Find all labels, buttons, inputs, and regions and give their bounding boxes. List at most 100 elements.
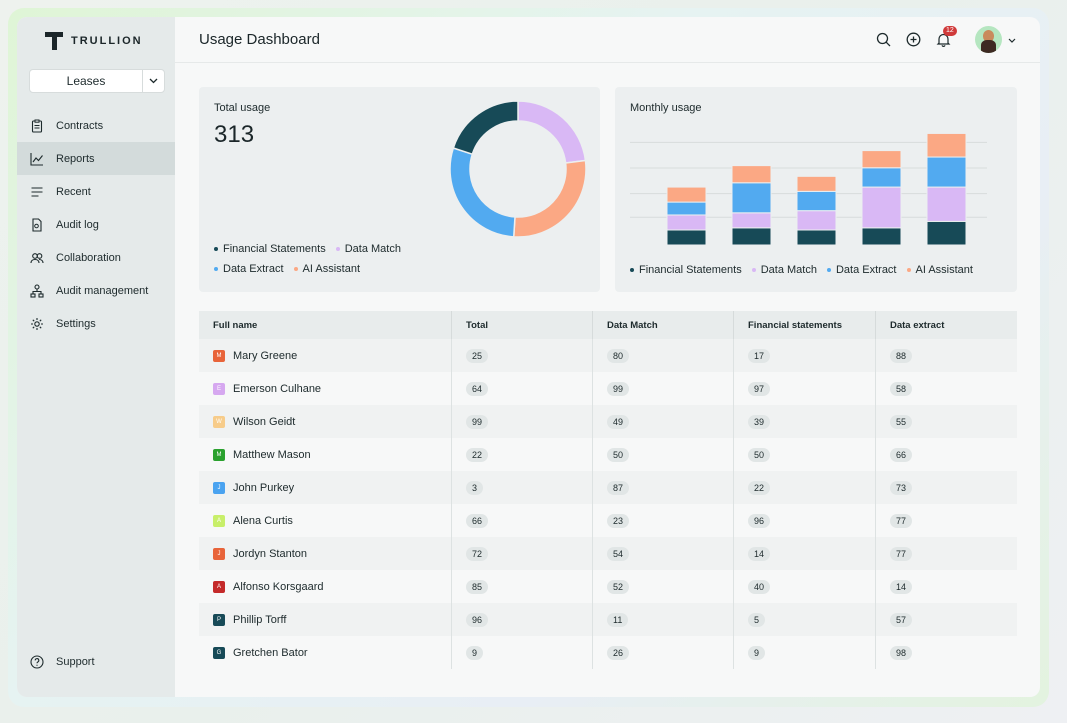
bar-segment-ai-assistant[interactable] <box>861 150 902 169</box>
bar-segment-ai-assistant[interactable] <box>666 186 707 203</box>
legend-label: Data Match <box>344 243 401 255</box>
cell-data-extract: 58 <box>875 372 1017 405</box>
sidebar-item-contracts[interactable]: Contracts <box>17 109 175 142</box>
bar-segment-data-match[interactable] <box>861 186 902 229</box>
bar-segment-data-match[interactable] <box>796 210 837 231</box>
usage-table: Full name Total Data Match Financial sta… <box>199 311 1017 669</box>
table-header: Full name Total Data Match Financial sta… <box>199 311 1017 339</box>
legend-dot <box>214 247 218 251</box>
bar-segment-data-extract[interactable] <box>926 156 967 188</box>
bar-segment-data-match[interactable] <box>666 214 707 231</box>
value-pill: 77 <box>890 546 913 561</box>
value-pill: 25 <box>466 348 489 363</box>
support-label: Support <box>56 656 95 668</box>
workspace-select[interactable]: Leases <box>29 69 165 93</box>
value-pill: 52 <box>607 579 630 594</box>
chart-line-icon <box>30 152 44 166</box>
legend-item: AI Assistant <box>906 264 973 276</box>
user-menu[interactable] <box>975 26 1016 53</box>
sidebar-item-label: Reports <box>56 152 95 165</box>
column-header-data-extract[interactable]: Data extract <box>875 311 1017 339</box>
cell-financial: 17 <box>733 339 875 372</box>
table-row[interactable]: J John Purkey 3 87 22 73 <box>199 471 1017 504</box>
table-row[interactable]: J Jordyn Stanton 72 54 14 77 <box>199 537 1017 570</box>
sidebar-item-settings[interactable]: Settings <box>17 307 175 340</box>
table-row[interactable]: E Emerson Culhane 64 99 97 58 <box>199 372 1017 405</box>
sidebar-item-recent[interactable]: Recent <box>17 175 175 208</box>
table-row[interactable]: M Mary Greene 25 80 17 88 <box>199 339 1017 372</box>
legend-label: AI Assistant <box>302 263 361 275</box>
cell-total: 72 <box>451 537 592 570</box>
support-link[interactable]: Support <box>30 655 95 669</box>
chevron-down-icon[interactable] <box>142 70 164 92</box>
donut-slice-financial-statements[interactable] <box>452 100 519 156</box>
bell-icon[interactable]: 12 <box>935 25 957 48</box>
column-header-total[interactable]: Total <box>451 311 592 339</box>
bar-segment-financial-statements[interactable] <box>926 220 967 246</box>
total-usage-title: Total usage <box>214 102 271 114</box>
value-pill: 64 <box>466 381 489 396</box>
cell-data-match: 87 <box>592 471 733 504</box>
cell-name: J John Purkey <box>199 471 451 504</box>
bar-segment-financial-statements[interactable] <box>731 227 772 246</box>
table-row[interactable]: W Wilson Geidt 99 49 39 55 <box>199 405 1017 438</box>
bar-segment-data-extract[interactable] <box>861 167 902 188</box>
table-row[interactable]: A Alena Curtis 66 23 96 77 <box>199 504 1017 537</box>
sidebar-item-label: Audit log <box>56 218 99 231</box>
table-row[interactable]: A Alfonso Korsgaard 85 52 40 14 <box>199 570 1017 603</box>
bar-segment-data-match[interactable] <box>731 212 772 229</box>
clipboard-icon <box>30 119 44 133</box>
legend-item: Financial Statements <box>214 243 326 255</box>
user-initial-avatar: A <box>213 580 225 593</box>
user-name: Jordyn Stanton <box>233 547 307 560</box>
bar-segment-ai-assistant[interactable] <box>796 175 837 192</box>
bar-segment-data-extract[interactable] <box>796 190 837 212</box>
sidebar-item-audit-log[interactable]: Audit log <box>17 208 175 241</box>
column-header-name[interactable]: Full name <box>213 319 258 331</box>
bar-segment-data-extract[interactable] <box>666 201 707 216</box>
logo[interactable]: TRULLION <box>45 31 143 51</box>
legend-label: Data Extract <box>223 263 284 275</box>
bar-segment-data-extract[interactable] <box>731 182 772 214</box>
cell-data-match: 26 <box>592 636 733 669</box>
bar-segment-financial-statements[interactable] <box>666 229 707 246</box>
value-pill: 40 <box>748 579 771 594</box>
legend-dot <box>335 247 340 251</box>
sidebar-item-collaboration[interactable]: Collaboration <box>17 241 175 274</box>
table-row[interactable]: G Gretchen Bator 9 26 9 98 <box>199 636 1017 669</box>
value-pill: 22 <box>748 480 771 495</box>
legend-dot <box>751 268 756 272</box>
column-header-data-match[interactable]: Data Match <box>592 311 733 339</box>
value-pill: 99 <box>466 414 489 429</box>
hierarchy-icon <box>30 283 44 298</box>
add-circle-icon[interactable] <box>905 32 921 48</box>
value-pill: 49 <box>607 414 630 429</box>
bar-segment-ai-assistant[interactable] <box>731 165 772 184</box>
bar-segment-financial-statements[interactable] <box>796 229 837 246</box>
bar-segment-financial-statements[interactable] <box>861 227 902 246</box>
bar-segment-data-match[interactable] <box>926 186 967 222</box>
sidebar-item-label: Collaboration <box>56 251 121 264</box>
total-usage-card: Total usage 313 Financial Statements Dat… <box>199 87 600 292</box>
donut-slice-data-extract[interactable] <box>449 147 516 238</box>
list-icon <box>30 185 44 199</box>
sidebar-item-audit-management[interactable]: Audit management <box>17 274 175 307</box>
cell-data-match: 54 <box>592 537 733 570</box>
bar-segment-ai-assistant[interactable] <box>926 132 967 158</box>
cell-data-extract: 98 <box>875 636 1017 669</box>
donut-slice-ai-assistant[interactable] <box>512 159 587 238</box>
donut-slice-data-match[interactable] <box>517 100 587 164</box>
column-header-financial[interactable]: Financial statements <box>733 311 875 339</box>
cell-financial: 50 <box>733 438 875 471</box>
table-row[interactable]: M Matthew Mason 22 50 50 66 <box>199 438 1017 471</box>
value-pill: 3 <box>466 480 484 495</box>
cell-total: 3 <box>451 471 592 504</box>
value-pill: 88 <box>890 348 913 363</box>
value-pill: 97 <box>748 381 771 396</box>
sidebar-item-reports[interactable]: Reports <box>17 142 175 175</box>
search-icon[interactable] <box>875 32 891 48</box>
value-pill: 11 <box>607 612 629 627</box>
value-pill: 73 <box>890 480 913 495</box>
table-row[interactable]: P Phillip Torff 96 11 5 57 <box>199 603 1017 636</box>
value-pill: 66 <box>890 447 913 462</box>
